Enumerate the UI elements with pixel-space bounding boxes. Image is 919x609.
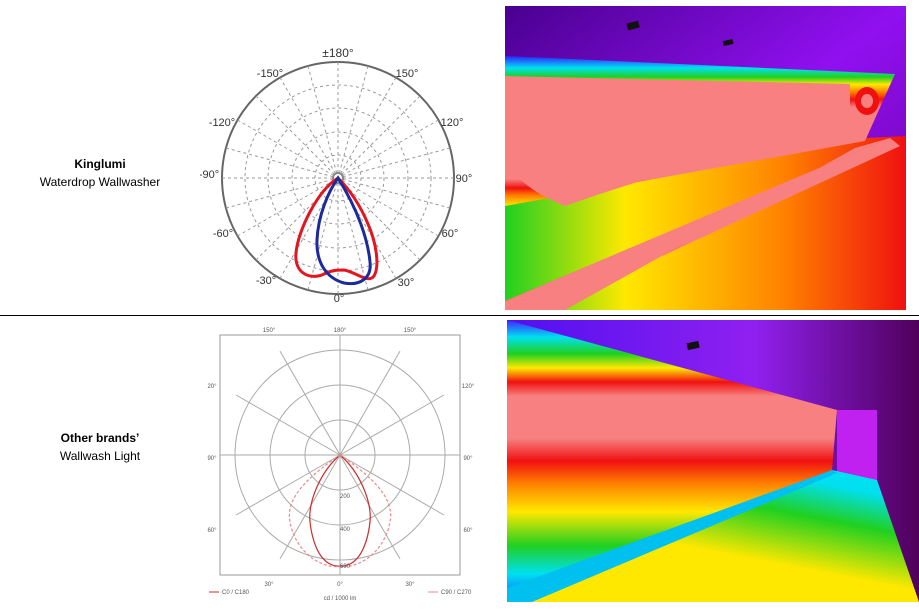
label-right: 90° bbox=[456, 173, 473, 185]
polar-spoke bbox=[342, 119, 439, 176]
label-left: -90° bbox=[200, 169, 219, 181]
polar-grid bbox=[221, 61, 455, 295]
end-wall bbox=[837, 410, 877, 480]
label-top-right: 150° bbox=[404, 328, 417, 334]
label-lower-left: -30° bbox=[256, 275, 276, 287]
polar-spoke bbox=[307, 65, 338, 174]
label-right-lower: 60° bbox=[463, 528, 473, 534]
polar-spoke bbox=[341, 95, 421, 175]
ring-value-600: 600 bbox=[340, 564, 351, 570]
polar-spoke bbox=[279, 454, 341, 560]
polar-diagram-kinglumi: ±180° -150° 150° -120° 120° -90° 90° -60… bbox=[200, 40, 480, 310]
polar-spoke bbox=[342, 180, 439, 237]
product-name: Wallwash Light bbox=[59, 449, 141, 463]
label-mid-lower-left: -60° bbox=[213, 228, 233, 240]
ceiling-fixture bbox=[626, 20, 640, 31]
floor-edge bbox=[507, 470, 837, 602]
polar-spoke bbox=[342, 178, 451, 209]
polar-spoke bbox=[237, 180, 334, 237]
polar-spoke bbox=[235, 394, 341, 456]
label-bottom-center: 0° bbox=[337, 582, 343, 588]
label-left-mid: 90° bbox=[207, 456, 217, 462]
brand-name: Other brands’ bbox=[60, 431, 140, 445]
polar-spoke bbox=[237, 119, 334, 176]
label-right-mid: 90° bbox=[463, 456, 473, 462]
polar-ring bbox=[291, 131, 385, 225]
legend-label-c0: C0 / C180 bbox=[222, 590, 250, 596]
heatmap-other-brands bbox=[507, 320, 919, 602]
label-bottom-right: 30° bbox=[405, 582, 415, 588]
label-top-left: 150° bbox=[263, 328, 276, 334]
wall-peak-zone bbox=[505, 76, 850, 206]
curve-c90-c270 bbox=[315, 175, 372, 286]
label-mid-upper-left: -120° bbox=[209, 117, 235, 129]
polar-spoke bbox=[339, 454, 445, 516]
label-mid-lower-right: 60° bbox=[442, 228, 459, 240]
polar-spoke bbox=[339, 394, 445, 456]
polar-spoke bbox=[279, 77, 336, 174]
label-upper-right: 150° bbox=[396, 68, 419, 80]
ring-value-400: 400 bbox=[340, 527, 351, 533]
polar-spoke bbox=[225, 178, 334, 209]
heatmap-kinglumi bbox=[505, 6, 906, 310]
polar-diagram-other-brands: 150° 180° 150° 20° 120° 90° 90° 60° 60° … bbox=[200, 322, 480, 606]
row-label-kinglumi: Kinglumi Waterdrop Wallwasher bbox=[0, 155, 200, 191]
polar-spoke bbox=[225, 147, 334, 178]
polar-spoke bbox=[338, 65, 369, 174]
brand-name: Kinglumi bbox=[74, 157, 126, 171]
polar-center bbox=[332, 172, 344, 184]
floor-edge bbox=[505, 138, 890, 310]
side-wall bbox=[507, 320, 837, 602]
label-bottom: 0° bbox=[334, 293, 345, 305]
row-divider bbox=[0, 315, 919, 316]
label-left-upper: 20° bbox=[207, 384, 217, 390]
polar-spoke bbox=[307, 182, 338, 291]
curve-c0-c180 bbox=[294, 176, 379, 281]
polar-spoke bbox=[255, 95, 335, 175]
unit-label: cd / 1000 lm bbox=[324, 596, 357, 602]
end-hotspot-core bbox=[861, 94, 873, 108]
polar-grid bbox=[220, 335, 460, 575]
polar-spoke bbox=[341, 181, 421, 261]
polar-spoke bbox=[338, 182, 369, 291]
label-lower-right: 30° bbox=[398, 277, 415, 289]
ring-value-200: 200 bbox=[340, 494, 351, 500]
label-top: ±180° bbox=[322, 46, 354, 60]
polar-spoke bbox=[279, 350, 341, 456]
curve-c90-c270 bbox=[288, 454, 392, 568]
ceiling-fixture bbox=[686, 340, 700, 351]
label-mid-upper-right: 120° bbox=[441, 117, 464, 129]
label-top: 180° bbox=[334, 328, 347, 334]
product-name: Waterdrop Wallwasher bbox=[39, 175, 161, 189]
polar-spoke bbox=[342, 147, 451, 178]
legend-label-c90: C90 / C270 bbox=[441, 590, 472, 596]
polar-ring bbox=[267, 107, 409, 249]
label-bottom-left: 30° bbox=[264, 582, 274, 588]
polar-spoke bbox=[339, 454, 401, 560]
label-right-upper: 120° bbox=[462, 384, 475, 390]
label-upper-left: -150° bbox=[257, 68, 283, 80]
polar-spoke bbox=[339, 350, 401, 456]
polar-spoke bbox=[235, 454, 341, 516]
ceiling-fixture bbox=[722, 39, 734, 46]
polar-spoke bbox=[340, 77, 397, 174]
label-left-lower: 60° bbox=[207, 528, 217, 534]
row-label-other-brands: Other brands’ Wallwash Light bbox=[0, 429, 200, 465]
